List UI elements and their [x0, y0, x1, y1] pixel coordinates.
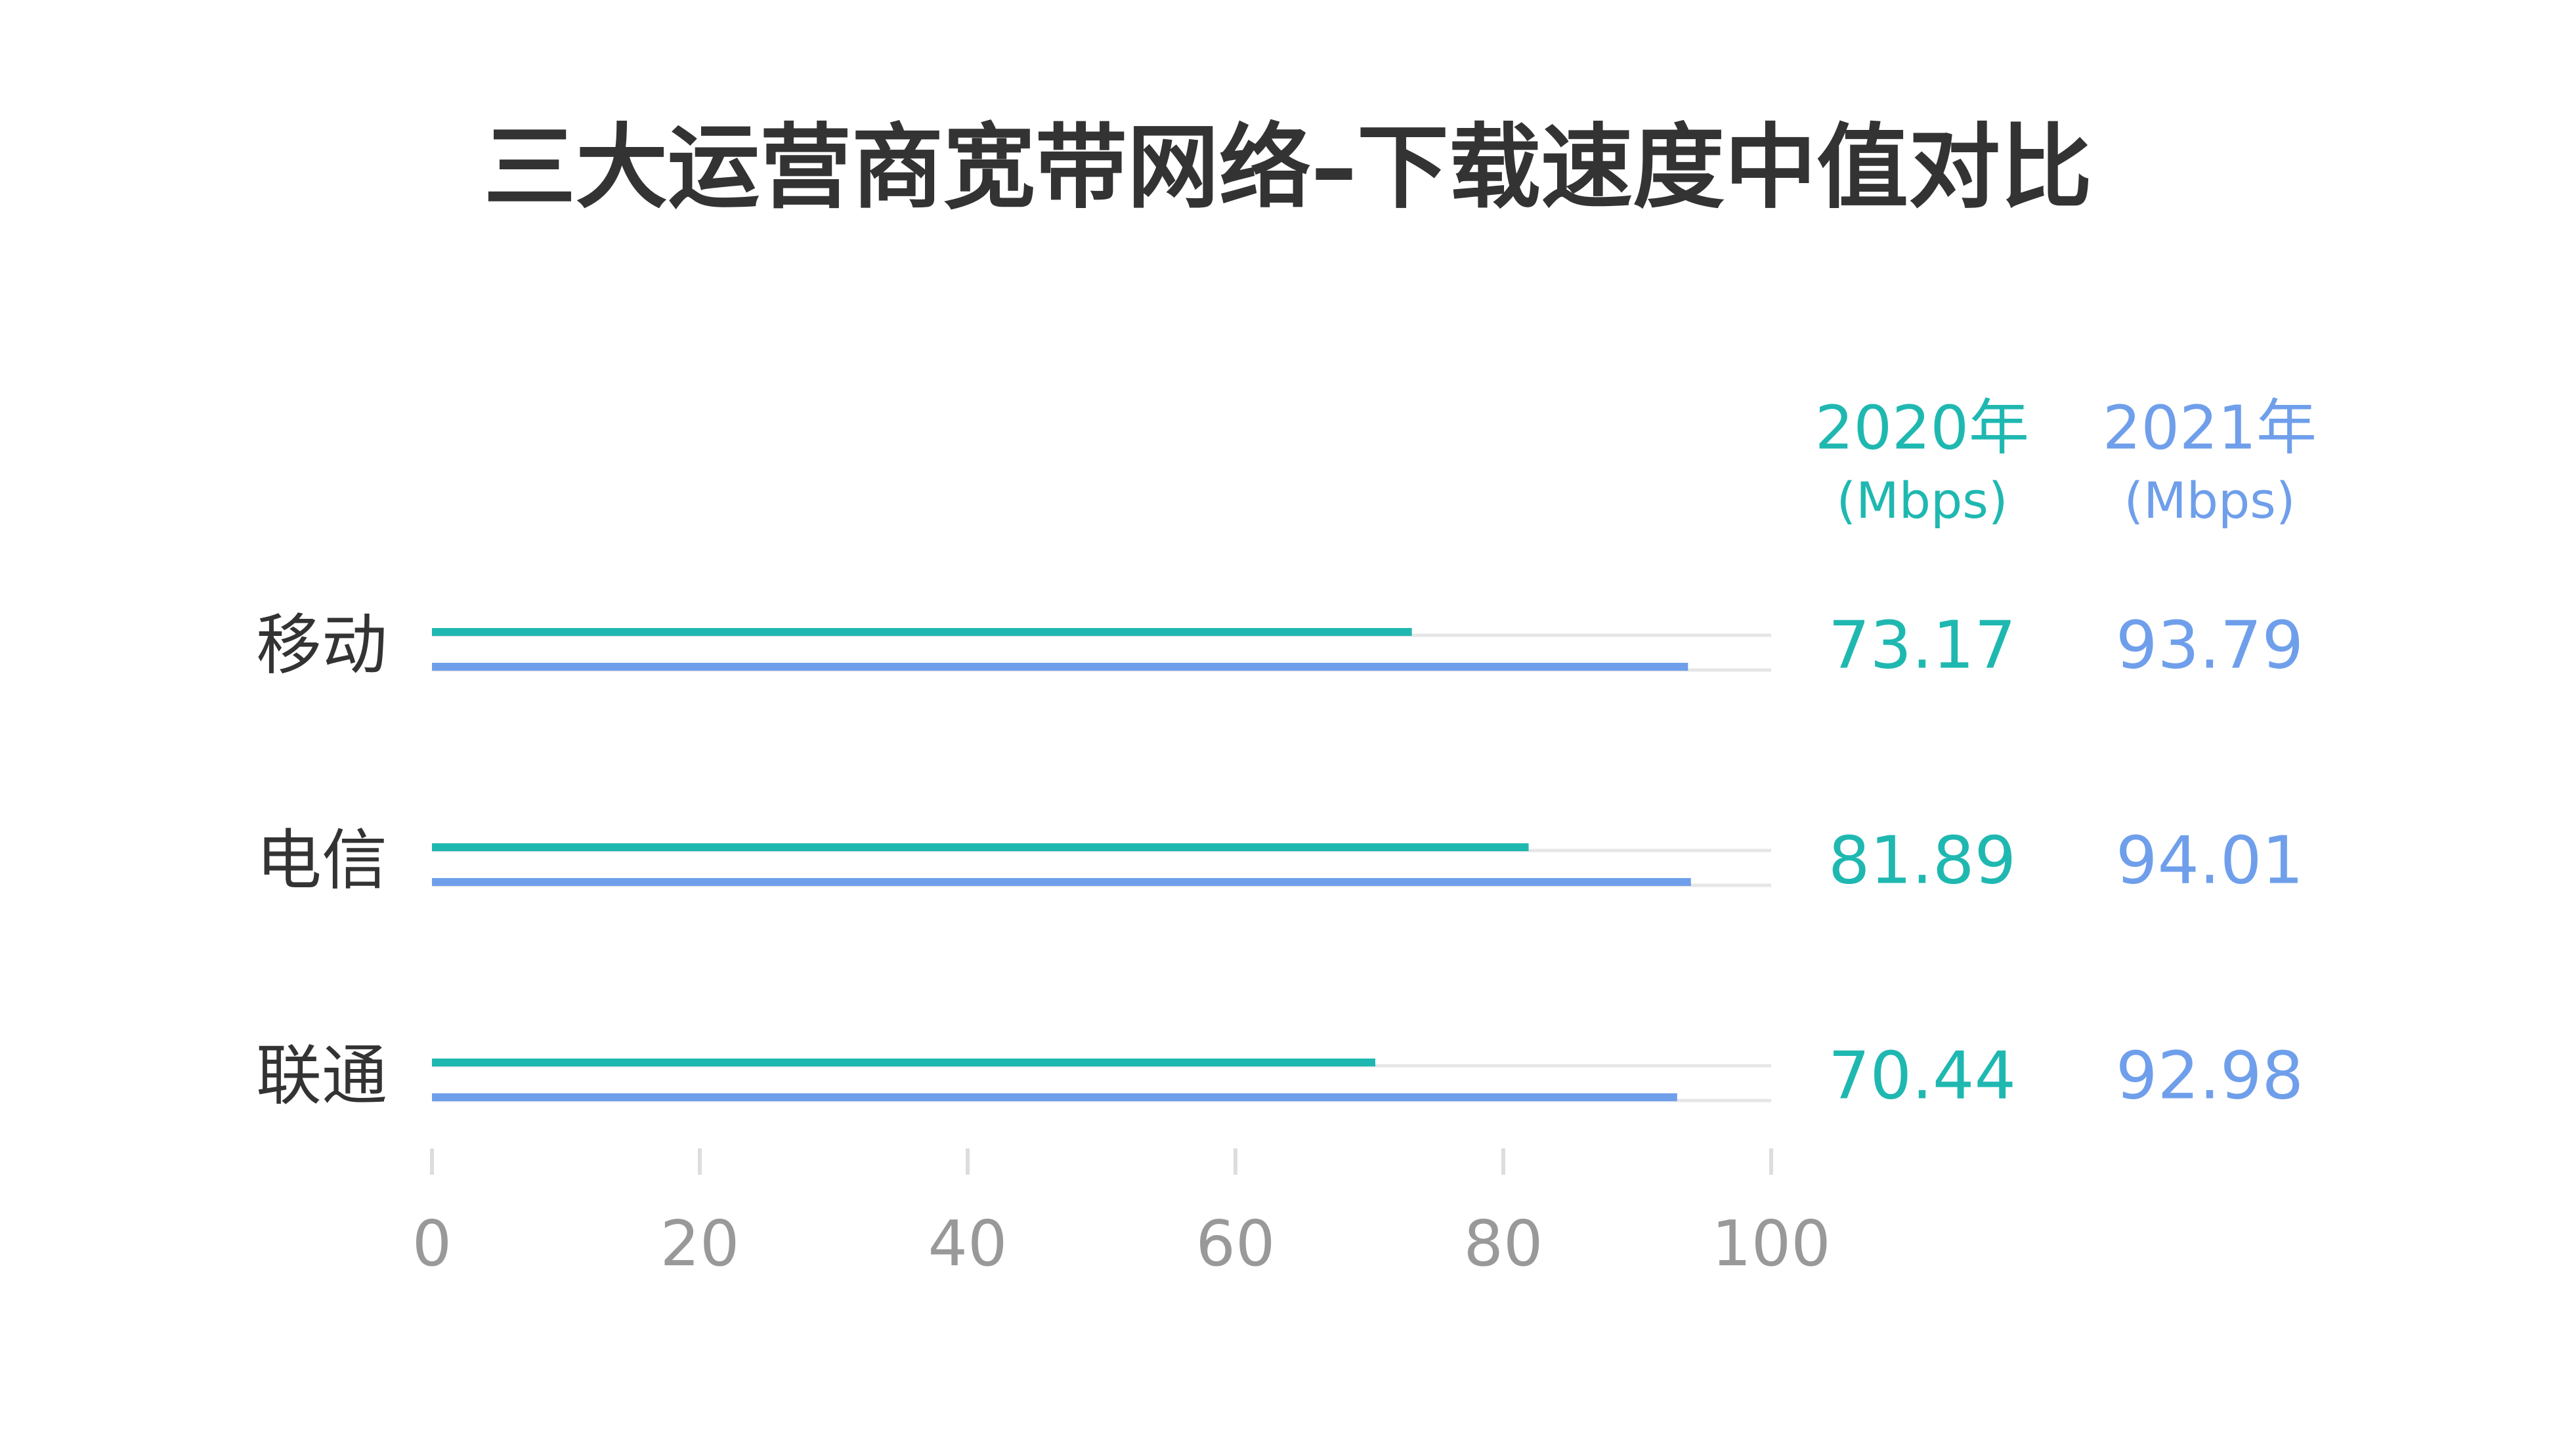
legend-label: 2021年 — [2103, 392, 2317, 463]
value-label: 93.79 — [2116, 606, 2304, 683]
x-tick-label: 60 — [1196, 1208, 1276, 1280]
bar — [432, 878, 1691, 886]
x-tick-label: 0 — [412, 1208, 452, 1280]
y-tick-label: 电信 — [256, 822, 387, 898]
bar — [432, 663, 1688, 671]
x-tick-label: 80 — [1464, 1208, 1543, 1280]
bar — [432, 1093, 1677, 1101]
bar — [432, 1059, 1375, 1066]
value-label: 70.44 — [1828, 1037, 2016, 1114]
y-tick-label: 联通 — [256, 1037, 387, 1114]
value-label: 94.01 — [2116, 822, 2304, 898]
legend-label: 2020年 — [1815, 392, 2029, 463]
x-tick-label: 100 — [1711, 1208, 1830, 1280]
x-tick-label: 40 — [928, 1208, 1008, 1280]
legend-unit: (Mbps) — [2124, 471, 2296, 530]
bar — [432, 628, 1412, 636]
value-label: 73.17 — [1828, 606, 2016, 683]
value-label: 92.98 — [2116, 1037, 2304, 1114]
value-label: 81.89 — [1828, 822, 2016, 898]
bar — [432, 843, 1529, 851]
x-tick-label: 20 — [660, 1208, 740, 1280]
legend-unit: (Mbps) — [1837, 471, 2008, 530]
chart-title: 三大运营商宽带网络–下载速度中值对比 — [484, 115, 2092, 222]
y-tick-label: 移动 — [256, 606, 387, 683]
